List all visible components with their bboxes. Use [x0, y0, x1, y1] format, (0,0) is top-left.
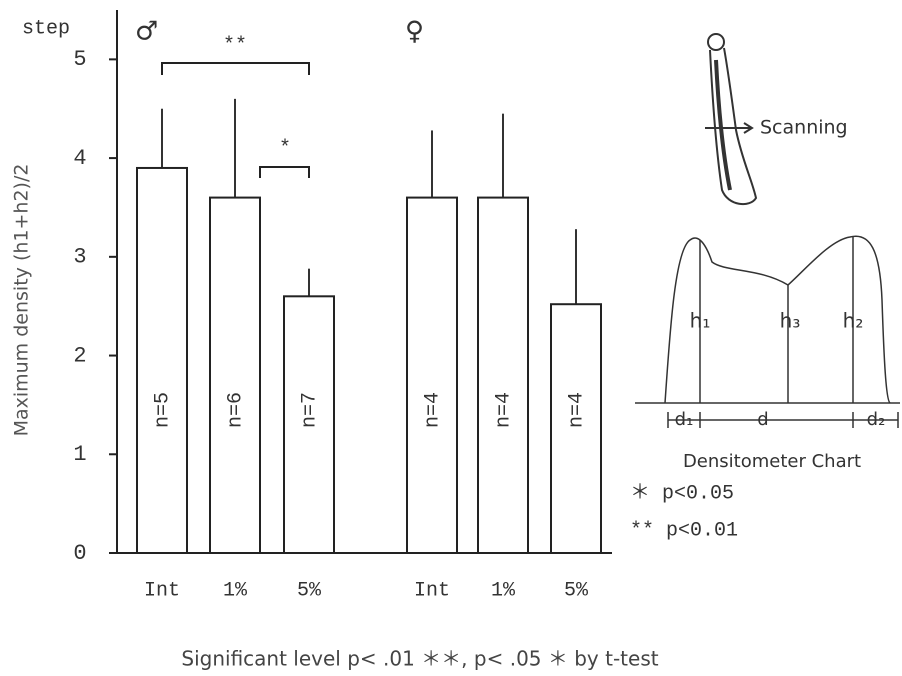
n-label: n=5	[151, 392, 174, 428]
significance-mark: *	[279, 137, 291, 160]
bar	[210, 198, 260, 553]
x-tick-label: 1%	[223, 579, 248, 602]
d-label: d	[757, 409, 768, 430]
femur-drawing	[708, 34, 756, 204]
h-label: h₁	[690, 309, 711, 333]
d-label: d₂	[867, 409, 886, 430]
x-tick-label: 5%	[297, 579, 322, 602]
significance-bracket	[260, 167, 309, 178]
significance-bracket	[162, 63, 309, 75]
chart: step Maximum density (h1+h2)/2 Significa…	[0, 0, 902, 676]
bar	[137, 168, 187, 553]
significance-legend: ＊ p<0.05	[630, 482, 734, 505]
height-lines	[668, 237, 898, 428]
significance-legend: ** p<0.01	[630, 519, 738, 542]
bar	[407, 198, 457, 553]
y-tick-label: 0	[73, 541, 86, 566]
y-unit-label: step	[22, 17, 70, 40]
inset-caption: Densitometer Chart	[683, 451, 861, 472]
y-tick-label: 1	[73, 442, 86, 467]
scanning-label: Scanning	[760, 117, 848, 139]
h-label: h₃	[780, 309, 801, 333]
n-label: n=6	[224, 392, 247, 428]
h-label: h₂	[843, 309, 864, 333]
y-axis-label: Maximum density (h1+h2)/2	[11, 164, 33, 437]
x-tick-label: 1%	[491, 579, 516, 602]
x-tick-label: 5%	[564, 579, 589, 602]
d-label: d₁	[675, 409, 694, 430]
n-label: n=7	[298, 392, 321, 428]
group-symbol: ♂	[135, 17, 158, 47]
n-label: n=4	[492, 392, 515, 428]
x-tick-label: Int	[414, 579, 450, 602]
y-tick-label: 2	[73, 343, 86, 368]
footer: Significant level p< .01 ＊＊, p< .05 ＊ by…	[181, 647, 658, 671]
x-tick-label: Int	[144, 579, 180, 602]
y-tick-label: 4	[73, 146, 86, 171]
y-tick-label: 5	[73, 47, 86, 72]
bar	[478, 198, 528, 553]
n-label: n=4	[421, 392, 444, 428]
group-symbol: ♀	[405, 17, 424, 47]
n-label: n=4	[565, 392, 588, 428]
significance-mark: **	[223, 34, 247, 57]
y-tick-label: 3	[73, 245, 86, 270]
